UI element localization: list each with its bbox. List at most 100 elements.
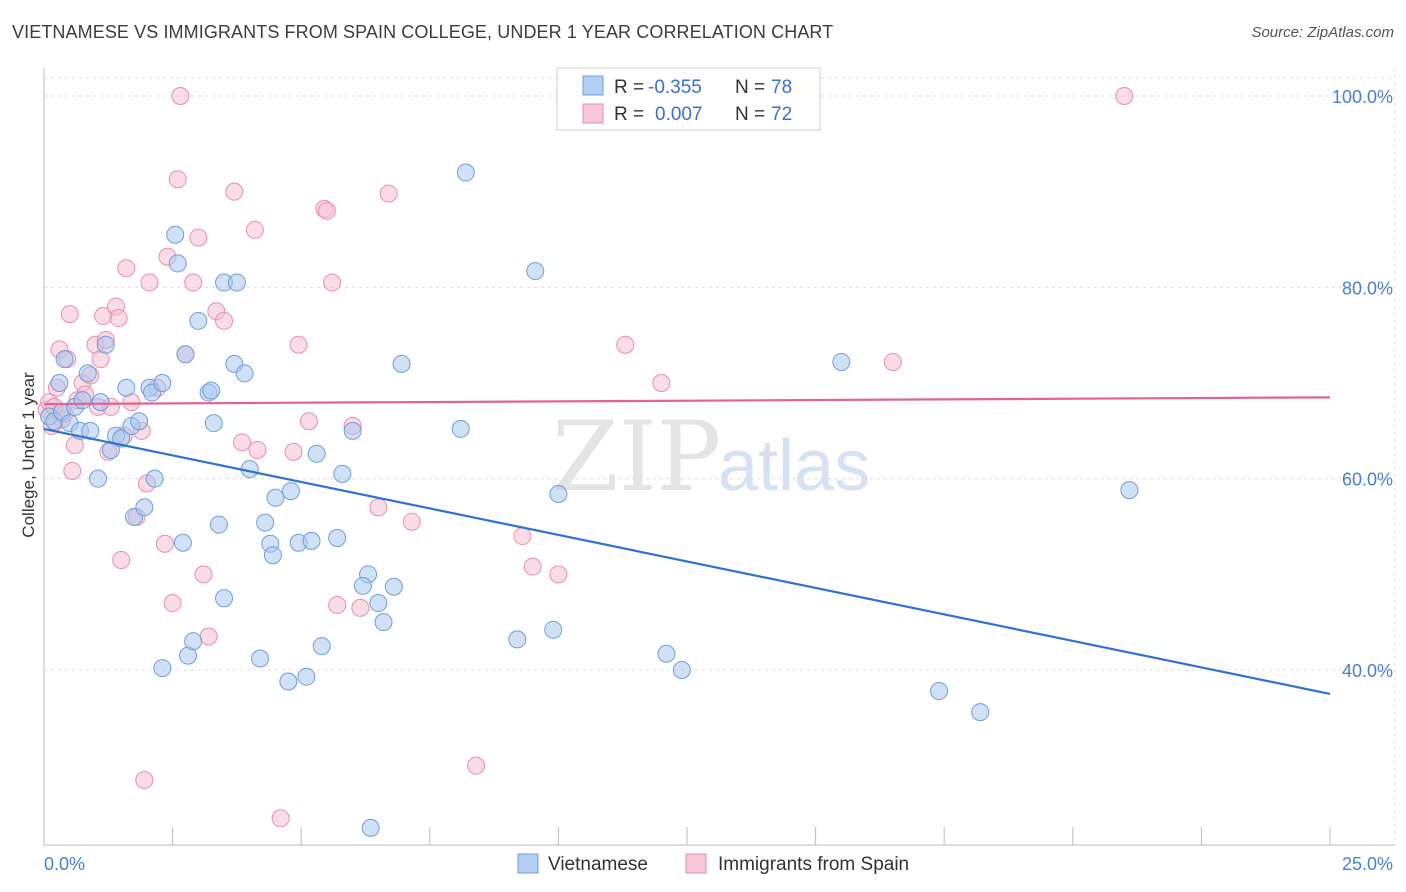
data-point-spain: [63, 462, 82, 481]
bottom-legend-vietnamese: Vietnamese: [548, 854, 648, 875]
data-point-spain: [328, 595, 347, 614]
data-point-spain: [248, 440, 267, 459]
y-tick-label: 60.0%: [1342, 470, 1393, 490]
points-vietnamese: [40, 163, 1139, 837]
data-point-vietnamese: [130, 412, 149, 431]
data-point-vietnamese: [89, 469, 108, 488]
data-point-vietnamese: [117, 378, 136, 397]
data-point-spain: [1115, 87, 1134, 105]
y-axis-label: College, Under 1 year: [19, 372, 38, 538]
bottom-legend-swatch-vietnamese: [517, 853, 539, 874]
data-point-vietnamese: [235, 364, 254, 383]
data-point-vietnamese: [202, 381, 221, 400]
data-point-vietnamese: [209, 515, 228, 534]
data-point-vietnamese: [263, 546, 282, 565]
data-point-spain: [652, 374, 671, 392]
data-point-spain: [194, 565, 213, 584]
data-point-vietnamese: [369, 594, 388, 613]
data-point-spain: [155, 534, 174, 553]
x-tick-label: 25.0%: [1342, 854, 1393, 874]
data-point-spain: [271, 809, 290, 828]
data-point-vietnamese: [145, 469, 164, 488]
data-point-vietnamese: [266, 488, 285, 507]
y-tick-labels: 40.0% 60.0% 80.0% 100.0%: [1332, 87, 1393, 681]
data-point-spain: [117, 259, 136, 278]
data-point-spain: [616, 335, 635, 354]
data-point-spain: [323, 273, 342, 292]
data-point-spain: [163, 594, 182, 613]
data-point-vietnamese: [302, 531, 321, 550]
data-point-spain: [513, 527, 532, 546]
legend-r-value-1: -0.355: [648, 77, 702, 98]
data-point-vietnamese: [166, 225, 185, 244]
trend-line-vietnamese: [43, 427, 1331, 695]
data-point-vietnamese: [251, 649, 270, 668]
data-point-spain: [317, 201, 336, 220]
data-point-vietnamese: [204, 414, 223, 433]
trend-lines: [43, 396, 1331, 695]
data-point-vietnamese: [930, 682, 949, 701]
watermark-atlas: atlas: [718, 426, 870, 506]
data-point-vietnamese: [456, 163, 475, 182]
points-immigrants-from-spain: [37, 87, 1134, 828]
data-point-vietnamese: [281, 482, 300, 501]
data-point-vietnamese: [91, 393, 110, 412]
data-point-vietnamese: [333, 464, 352, 483]
x-tick-labels: 0.0% 25.0%: [44, 854, 1393, 874]
data-point-vietnamese: [96, 335, 115, 354]
data-point-vietnamese: [153, 659, 172, 678]
data-point-vietnamese: [215, 589, 234, 608]
y-tick-label: 100.0%: [1332, 87, 1393, 107]
data-point-spain: [199, 627, 218, 646]
data-point-spain: [112, 550, 131, 569]
data-point-vietnamese: [112, 429, 131, 448]
legend-n-value-2: 72: [771, 104, 792, 125]
bottom-legend-swatch-spain: [685, 853, 707, 874]
data-point-spain: [189, 228, 208, 247]
data-point-vietnamese: [55, 350, 74, 369]
y-tick-label: 80.0%: [1342, 278, 1393, 298]
trend-line-spain: [43, 396, 1331, 406]
legend-r-label-2: R =: [614, 104, 644, 125]
data-point-vietnamese: [153, 374, 172, 392]
data-point-spain: [184, 273, 203, 292]
legend-n-value-1: 78: [771, 77, 792, 98]
data-point-vietnamese: [50, 374, 69, 392]
legend-r-label-1: R =: [614, 77, 644, 98]
bottom-legend: Vietnamese Immigrants from Spain: [517, 853, 909, 875]
data-point-spain: [299, 412, 318, 431]
data-point-vietnamese: [544, 620, 563, 639]
legend-box: R = -0.355 N = 78 R = 0.007 N = 72: [556, 67, 821, 131]
data-point-spain: [523, 557, 542, 576]
data-point-vietnamese: [451, 419, 470, 438]
data-point-spain: [245, 220, 264, 239]
data-point-vietnamese: [176, 345, 195, 364]
bottom-legend-spain: Immigrants from Spain: [718, 854, 909, 875]
data-point-spain: [215, 311, 234, 330]
data-point-spain: [549, 565, 568, 584]
data-point-spain: [60, 305, 79, 324]
data-point-spain: [140, 273, 159, 292]
data-point-spain: [883, 352, 902, 371]
data-point-vietnamese: [328, 528, 347, 547]
x-tick-label: 0.0%: [44, 854, 85, 874]
legend-swatch-spain: [582, 103, 604, 124]
data-point-vietnamese: [374, 613, 393, 632]
axes: [43, 68, 1395, 846]
data-point-spain: [467, 756, 486, 775]
data-point-vietnamese: [549, 484, 568, 503]
data-point-vietnamese: [657, 644, 676, 663]
data-point-spain: [289, 335, 308, 354]
data-point-vietnamese: [256, 513, 275, 532]
data-point-spain: [171, 87, 190, 105]
data-point-spain: [369, 498, 388, 517]
data-point-vietnamese: [312, 637, 331, 656]
data-point-vietnamese: [307, 444, 326, 463]
data-point-spain: [351, 598, 370, 617]
legend-r-value-2: 0.007: [655, 104, 703, 125]
legend-swatch-vietnamese: [582, 75, 604, 96]
data-point-vietnamese: [526, 262, 545, 281]
y-tick-label: 40.0%: [1342, 661, 1393, 681]
data-point-vietnamese: [173, 533, 192, 552]
